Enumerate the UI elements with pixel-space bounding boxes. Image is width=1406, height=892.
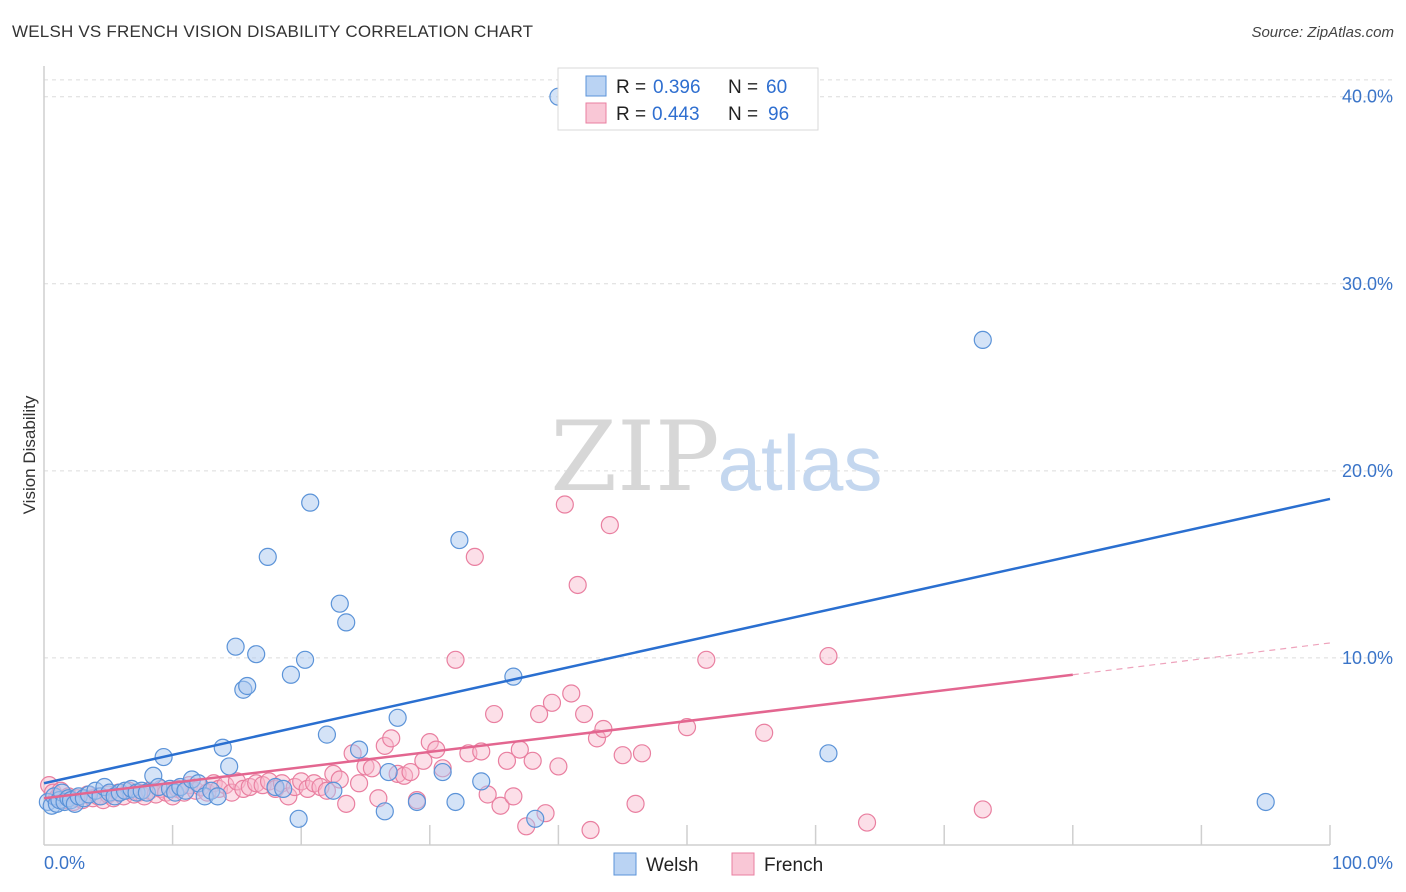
welsh-point [407, 792, 427, 812]
y-axis-label: Vision Disability [20, 395, 39, 514]
welsh-point [349, 740, 369, 759]
legend-welsh-r-label: R = [616, 77, 646, 98]
watermark-zip: ZIP [550, 401, 719, 513]
welsh-point [301, 493, 320, 512]
french-point [465, 547, 484, 567]
y-tick-label: 10.0% [1342, 648, 1393, 668]
french-point [491, 796, 510, 815]
welsh-point [819, 744, 838, 763]
x-tick-label: 0.0% [44, 853, 85, 873]
bottom-legend-french-label: French [764, 855, 823, 876]
french-point [581, 820, 600, 840]
legend: R = 0.396 N = 60 R = 0.443 N = 96 [557, 67, 819, 131]
french-point [497, 751, 517, 770]
legend-welsh-n-value: 60 [766, 77, 787, 98]
french-point [504, 787, 523, 806]
welsh-point [238, 676, 257, 696]
welsh-point [450, 530, 469, 550]
legend-welsh-r-value: 0.396 [653, 77, 701, 98]
welsh-point [379, 762, 398, 782]
french-trend-line [43, 673, 1073, 800]
welsh-point [446, 792, 465, 812]
french-point [420, 733, 439, 752]
bottom-legend: Welsh French [613, 852, 823, 876]
welsh-point [258, 547, 277, 567]
french-point [549, 757, 568, 776]
legend-welsh-n-label: N = [728, 77, 758, 98]
welsh-point [433, 762, 452, 782]
welsh-point [472, 772, 491, 791]
welsh-point [220, 757, 239, 776]
french-point [375, 736, 394, 755]
y-tick-label: 40.0% [1342, 87, 1393, 107]
trend-lines [43, 497, 1331, 800]
french-point [594, 719, 613, 739]
french-point [337, 794, 356, 813]
legend-french-n-value: 96 [768, 104, 789, 125]
welsh-point [337, 613, 356, 632]
welsh-point [281, 665, 301, 684]
french-point [523, 751, 542, 770]
x-tick-label: 100.0% [1332, 853, 1393, 873]
french-point [382, 729, 401, 748]
french-point [555, 495, 574, 514]
welsh-point [289, 809, 308, 828]
welsh-trend-line [43, 497, 1331, 785]
french-point [575, 704, 594, 724]
chart-title: WELSH VS FRENCH VISION DISABILITY CORREL… [12, 22, 534, 41]
y-tick-label: 30.0% [1342, 274, 1393, 294]
french-point [697, 650, 716, 669]
french-point [755, 723, 774, 742]
french-trend-extension [1072, 642, 1331, 676]
bottom-legend-welsh-label: Welsh [646, 855, 698, 876]
tick-labels: 10.0% 20.0% 30.0% 40.0% 0.0% 100.0% [44, 87, 1393, 873]
welsh-point [324, 781, 343, 800]
legend-french-r-label: R = [616, 104, 646, 125]
welsh-point [526, 809, 545, 828]
french-point [356, 757, 375, 776]
french-point [973, 800, 992, 819]
bottom-legend-french-swatch [731, 852, 755, 876]
legend-french-n-label: N = [728, 104, 758, 125]
welsh-point [330, 594, 349, 613]
welsh-point [388, 708, 407, 727]
french-point [568, 575, 587, 595]
french-point [542, 693, 562, 712]
bottom-legend-welsh-swatch [613, 852, 637, 876]
legend-welsh-swatch [585, 75, 607, 97]
welsh-point [247, 645, 266, 664]
french-point [530, 704, 549, 724]
welsh-point [1256, 792, 1275, 812]
y-tick-label: 20.0% [1342, 461, 1393, 481]
french-point [485, 704, 504, 724]
welsh-point [317, 725, 337, 744]
legend-french-swatch [585, 102, 607, 124]
watermark: ZIP atlas [550, 401, 882, 513]
french-point [401, 762, 420, 782]
welsh-point [226, 637, 245, 656]
french-point [613, 746, 632, 765]
source-label: Source: ZipAtlas.com [1251, 24, 1394, 41]
legend-french-r-value: 0.443 [652, 104, 700, 125]
french-point [819, 646, 838, 666]
watermark-atlas: atlas [718, 419, 883, 507]
french-point [349, 774, 369, 793]
french-point [857, 813, 877, 832]
welsh-point [504, 667, 523, 686]
french-point [587, 729, 607, 748]
french-point [362, 759, 382, 778]
welsh-point [295, 650, 315, 669]
welsh-point [375, 802, 394, 821]
welsh-point [208, 787, 227, 806]
french-point [632, 744, 652, 763]
french-point [626, 794, 645, 813]
french-point [562, 684, 581, 703]
french-point [446, 650, 465, 669]
welsh-point [973, 330, 992, 350]
french-point [600, 516, 619, 535]
welsh-point [274, 779, 293, 798]
french-point [677, 718, 697, 737]
